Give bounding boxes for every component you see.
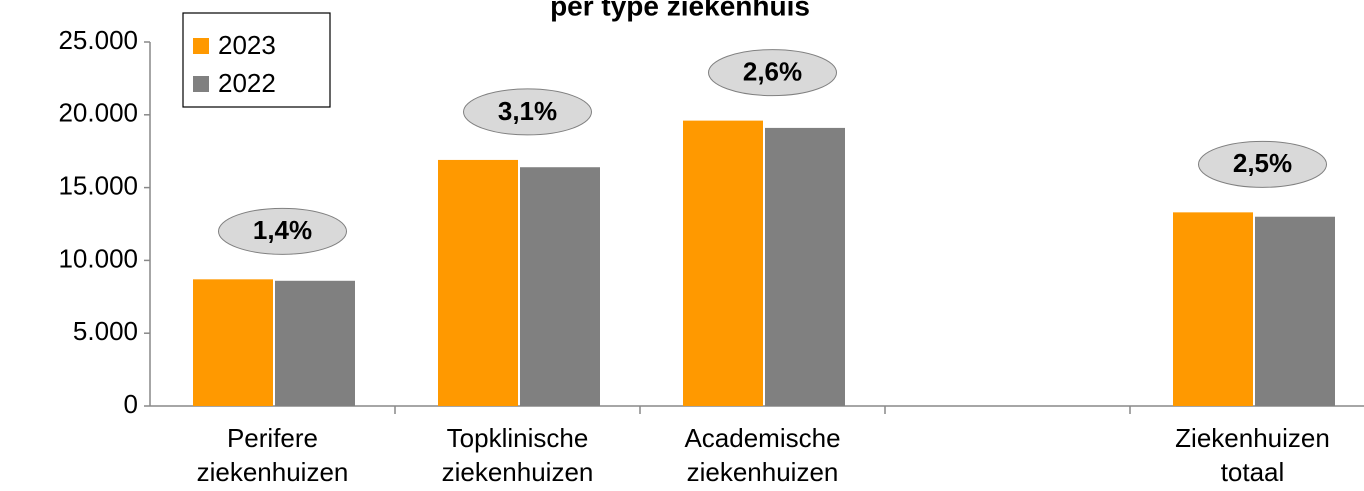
y-tick-label: 15.000 [58,170,138,200]
annotation-bubble [463,88,592,136]
x-tick-label: Ziekenhuizen totaal [1175,423,1330,487]
annotation-bubble [708,49,837,97]
bar [683,120,763,407]
y-tick-label: 20.000 [58,98,138,128]
chart-title: per type ziekenhuis [550,0,810,21]
legend-label: 2023 [218,30,276,60]
y-tick-label: 10.000 [58,243,138,273]
bar [1255,216,1335,406]
legend-label: 2022 [218,68,276,98]
bar [438,159,518,406]
x-tick-label: Perifere ziekenhuizen [197,423,349,487]
y-tick-label: 25.000 [58,25,138,55]
y-tick-label: 5.000 [73,316,138,346]
annotation: 3,1% [498,96,557,126]
annotation-bubble [1198,140,1327,188]
annotation: 2,6% [743,56,802,86]
annotation: 2,5% [1233,148,1292,178]
x-tick-label: Academische ziekenhuizen [684,423,840,487]
annotation-bubble [218,207,347,255]
bar [275,280,355,406]
bar [520,167,600,406]
x-tick-label: Topklinische ziekenhuizen [442,423,594,487]
bar [193,279,273,406]
annotation: 1,4% [253,215,312,245]
bar [1173,212,1253,406]
y-tick-label: 0 [124,389,138,419]
legend-swatch [193,76,209,92]
bar [765,127,845,407]
legend-swatch [193,38,209,54]
